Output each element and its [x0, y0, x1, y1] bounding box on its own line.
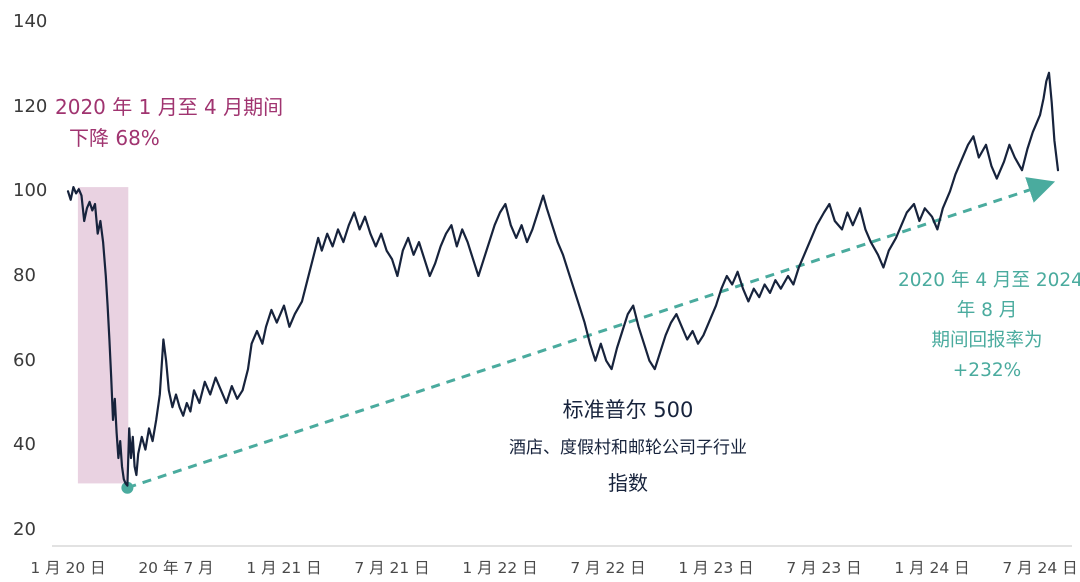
x-axis-label: 1 月 24 日: [894, 559, 970, 577]
trend-start-dot: [121, 481, 134, 494]
recovery-annotation-line2: 年 8 月: [956, 300, 1018, 321]
x-axis-label: 1 月 20 日: [30, 559, 106, 577]
drawdown-annotation-line1: 2020 年 1 月至 4 月期间: [55, 95, 284, 119]
x-axis-label: 1 月 22 日: [462, 559, 538, 577]
drawdown-annotation-line2: 下降 68%: [69, 126, 160, 150]
y-axis-label: 120: [13, 95, 48, 117]
y-axis-label: 140: [13, 11, 48, 32]
x-axis-label: 7 月 22 日: [570, 559, 646, 577]
drawdown-band: [77, 187, 129, 484]
recovery-annotation-line3: 期间回报率为: [931, 330, 1043, 351]
y-axis-label: 40: [13, 434, 36, 456]
index-name-line3: 指数: [608, 471, 648, 495]
x-axis-label: 1 月 21 日: [246, 559, 322, 577]
drawdown-annotation: 2020 年 1 月至 4 月期间 下降 68%: [55, 92, 283, 154]
y-axis-label: 20: [13, 519, 36, 540]
recovery-annotation-line4: +232%: [952, 360, 1022, 381]
x-axis-label: 20 年 7 月: [138, 559, 214, 577]
y-axis-label: 60: [13, 349, 36, 371]
y-axis-label: 100: [13, 180, 48, 202]
index-name-line1: 标准普尔 500: [562, 398, 694, 422]
price-line: [66, 71, 1060, 487]
x-axis-label: 1 月 23 日: [678, 559, 754, 577]
y-axis-label: 80: [13, 265, 36, 286]
trend-arrow: [126, 177, 1056, 490]
x-axis-label: 7 月 23 日: [786, 559, 862, 577]
index-name-label: 标准普尔 500 酒店、度假村和邮轮公司子行业 指数: [476, 394, 780, 496]
x-axis-label: 7 月 24 日: [1002, 559, 1078, 577]
recovery-annotation-line1: 2020 年 4 月至 2024: [898, 270, 1080, 291]
recovery-annotation: 2020 年 4 月至 2024 年 8 月 期间回报率为 +232%: [898, 266, 1080, 386]
x-axis-label: 7 月 21 日: [354, 559, 430, 577]
index-name-line2: 酒店、度假村和邮轮公司子行业: [509, 438, 747, 458]
